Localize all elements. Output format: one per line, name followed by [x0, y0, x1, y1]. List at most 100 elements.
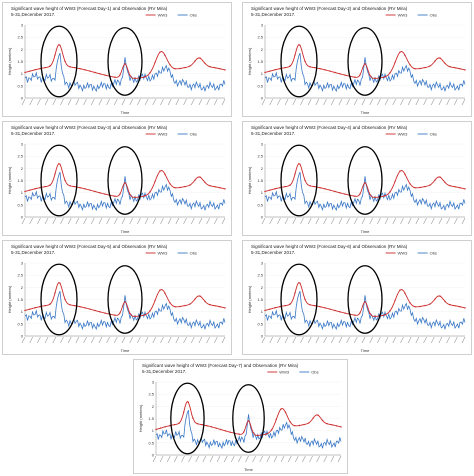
series-point-ww3: [34, 307, 36, 309]
series-point-ww3: [384, 195, 386, 197]
series-point-ww3: [184, 304, 186, 307]
chart-svg: 0 0.5 1 1.5 2 2.5 3 Height (meters) Time WW3 Obs: [247, 13, 466, 115]
series-line-obs: [264, 171, 466, 212]
series-point-ww3: [79, 186, 81, 189]
x-tick: [354, 217, 358, 225]
series-point-ww3: [252, 431, 254, 434]
series-point-ww3: [449, 66, 451, 68]
series-point-ww3: [329, 189, 331, 191]
series-point-ww3: [154, 180, 156, 183]
x-tick: [315, 217, 320, 225]
series-point-ww3: [104, 312, 106, 314]
series-point-ww3: [159, 289, 161, 291]
series-point-ww3: [179, 305, 181, 308]
y-tick-label: 2.5: [257, 154, 263, 159]
x-tick: [152, 98, 157, 106]
highlight-ellipse: [107, 265, 143, 334]
legend-label-obs: Obs: [311, 370, 318, 375]
y-tick-label: 1.5: [17, 297, 23, 302]
x-tick: [307, 336, 312, 344]
series-point-ww3: [284, 66, 286, 69]
y-axis-label: Height (meters): [247, 285, 252, 313]
y-axis-label: Height (meters): [247, 166, 252, 194]
series-point-ww3: [173, 423, 176, 426]
y-axis-label: Height (meters): [247, 47, 252, 75]
chart-svg: 0 0.5 1 1.5 2 2.5 3 Height (meters) Time WW3 Obs: [7, 13, 226, 115]
chart-title: Significant wave height of WW3 (Forecast…: [142, 363, 299, 368]
series-point-ww3: [289, 65, 291, 67]
x-tick: [106, 217, 110, 225]
series-point-ww3: [89, 70, 91, 72]
y-tick-label: 2.5: [257, 273, 263, 278]
series-point-ww3: [404, 292, 406, 294]
series-point-ww3: [169, 64, 171, 66]
x-tick: [67, 217, 72, 225]
series-point-ww3: [229, 431, 231, 433]
chart-title: Significant wave height of WW3 (Forecast…: [251, 125, 408, 130]
x-tick: [198, 217, 203, 225]
series-point-ww3: [64, 298, 66, 301]
series-point-ww3: [334, 71, 336, 74]
series-point-ww3: [274, 188, 276, 190]
y-tick-label: 1: [21, 190, 24, 195]
y-tick-label: 0.5: [17, 321, 23, 326]
series-point-ww3: [54, 173, 56, 175]
y-tick-label: 0.5: [257, 321, 263, 326]
x-tick: [206, 336, 210, 344]
chart-svg: 0 0.5 1 1.5 2 2.5 3 Height (meters) Time WW3 Obs: [247, 251, 466, 353]
x-tick: [302, 455, 306, 463]
y-tick-label: 2.5: [17, 154, 23, 159]
series-point-ww3: [264, 71, 266, 74]
x-tick: [29, 217, 33, 225]
series-point-ww3: [194, 179, 196, 181]
highlight-ellipse: [347, 265, 383, 334]
series-point-ww3: [84, 69, 86, 71]
chart-title: Significant wave height of WW3 (Forecast…: [11, 244, 168, 249]
series-point-ww3: [334, 309, 336, 312]
x-tick: [159, 455, 164, 463]
series-point-ww3: [134, 315, 136, 318]
series-point-ww3: [64, 60, 66, 63]
x-tick: [261, 98, 266, 106]
series-point-ww3: [29, 189, 31, 191]
series-point-ww3: [384, 314, 386, 316]
x-tick: [446, 217, 450, 225]
series-point-ww3: [174, 305, 176, 308]
series-point-ww3: [169, 183, 171, 185]
series-point-ww3: [394, 61, 396, 64]
x-tick: [121, 217, 126, 225]
x-tick: [29, 336, 33, 344]
x-tick: [369, 217, 373, 225]
series-point-ww3: [444, 62, 446, 65]
legend-label-obs: Obs: [430, 251, 437, 256]
series-point-ww3: [174, 67, 176, 70]
chart-title: Significant wave height of WW3 (Forecast…: [251, 6, 408, 11]
x-tick: [461, 98, 466, 106]
series-point-ww3: [459, 68, 461, 70]
y-tick-label: 3: [261, 142, 264, 147]
chart-subtitle: 5-31,December 2017.: [11, 12, 56, 17]
x-tick: [446, 98, 450, 106]
series-point-ww3: [164, 54, 166, 56]
x-tick: [392, 336, 397, 344]
x-tick: [60, 336, 64, 344]
x-tick: [315, 336, 320, 344]
series-point-ww3: [24, 309, 26, 312]
series-point-ww3: [24, 190, 26, 193]
x-tick: [144, 336, 149, 344]
y-tick-label: 1: [21, 71, 24, 76]
series-point-ww3: [59, 44, 61, 47]
series-point-ww3: [224, 430, 227, 432]
x-tick: [231, 455, 235, 463]
series-point-ww3: [134, 196, 136, 199]
y-tick-label: 2: [21, 166, 24, 171]
x-axis-label: Time: [121, 110, 131, 115]
chart-svg: 0 0.5 1 1.5 2 2.5 3 Height (meters) Time WW3 Obs: [7, 132, 226, 234]
x-tick: [400, 336, 404, 344]
series-point-ww3: [39, 67, 41, 70]
series-point-ww3: [275, 418, 277, 421]
x-tick: [129, 98, 133, 106]
series-point-ww3: [424, 66, 426, 69]
series-point-ww3: [399, 170, 401, 172]
series-point-ww3: [294, 54, 296, 56]
